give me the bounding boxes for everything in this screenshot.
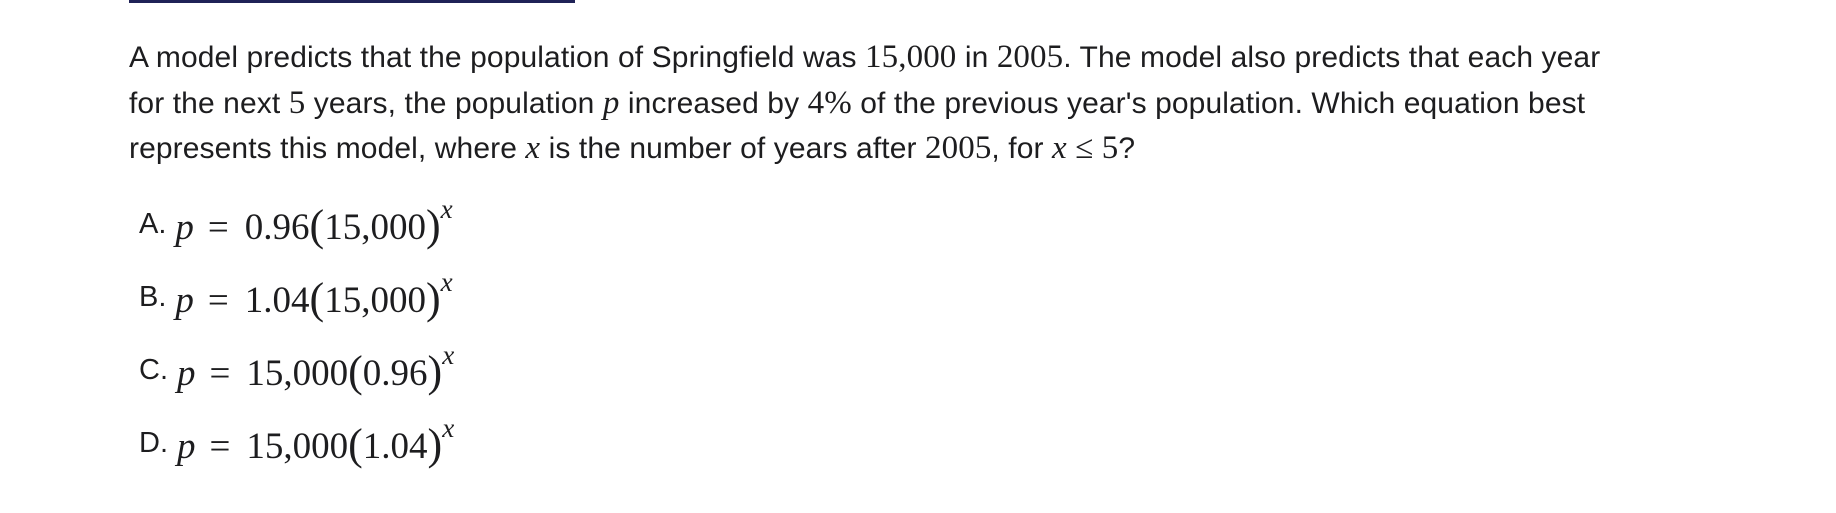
formula-base: 15,000 bbox=[324, 280, 426, 321]
math-operator: ≤ bbox=[1066, 130, 1102, 166]
formula-exponent: x bbox=[442, 339, 455, 370]
formula-equals: = bbox=[207, 280, 229, 321]
formula-equals: = bbox=[209, 353, 231, 394]
formula-equals: = bbox=[209, 426, 231, 467]
answer-choice-a[interactable]: A. p = 0.96(15,000)x bbox=[139, 188, 454, 261]
math-value: 5 bbox=[1101, 130, 1119, 166]
math-variable: x bbox=[1052, 130, 1067, 166]
formula-exponent: x bbox=[440, 193, 453, 224]
question-text: . The model also predicts that each year bbox=[1063, 41, 1601, 74]
answer-choice-c[interactable]: C. p = 15,000(0.96)x bbox=[139, 334, 454, 407]
choice-letter: A. bbox=[139, 208, 167, 240]
choice-letter: C. bbox=[139, 354, 168, 386]
formula-paren: ) bbox=[425, 274, 441, 323]
formula-paren: ( bbox=[309, 201, 325, 250]
question-text: ? bbox=[1118, 132, 1136, 165]
question-text: increased by bbox=[619, 86, 808, 120]
formula-base: 0.96 bbox=[362, 353, 428, 394]
math-value: 5 bbox=[288, 84, 306, 121]
question-stem: A model predicts that the population of … bbox=[129, 35, 1729, 172]
formula-paren: ( bbox=[348, 420, 363, 469]
math-value: 2005 bbox=[996, 39, 1064, 75]
formula-base: 1.04 bbox=[362, 426, 428, 467]
choice-letter: D. bbox=[139, 427, 168, 459]
question-text: is the number of years after bbox=[540, 132, 926, 165]
formula-paren: ) bbox=[427, 420, 443, 469]
choice-formula: p = 0.96(15,000)x bbox=[175, 194, 452, 250]
question-line-1: A model predicts that the population of … bbox=[129, 35, 1729, 81]
formula-variable: p bbox=[175, 280, 194, 321]
choice-formula: p = 1.04(15,000)x bbox=[175, 267, 452, 323]
answer-choices: A. p = 0.96(15,000)x B. p = 1.04(15,000)x C.… bbox=[139, 188, 454, 480]
answer-choice-d[interactable]: D. p = 15,000(1.04)x bbox=[139, 407, 454, 480]
formula-paren: ( bbox=[309, 274, 325, 323]
choice-formula: p = 15,000(1.04)x bbox=[177, 413, 454, 469]
formula-coefficient: 15,000 bbox=[246, 353, 349, 394]
formula-base: 15,000 bbox=[324, 207, 426, 248]
formula-variable: p bbox=[177, 353, 196, 394]
choice-letter: B. bbox=[139, 281, 167, 313]
question-line-2: for the next 5 years, the population p i… bbox=[129, 81, 1729, 127]
math-value: 2005 bbox=[925, 130, 992, 166]
question-text: represents this model, where bbox=[129, 132, 526, 165]
formula-exponent: x bbox=[442, 412, 455, 443]
question-text: A model predicts that the population of … bbox=[129, 41, 866, 74]
question-text: for the next bbox=[129, 86, 289, 120]
formula-variable: p bbox=[175, 207, 194, 248]
math-variable: x bbox=[525, 130, 541, 166]
formula-paren: ( bbox=[348, 347, 363, 396]
choice-formula: p = 15,000(0.96)x bbox=[177, 340, 454, 396]
top-divider bbox=[129, 0, 575, 3]
math-value: 4% bbox=[807, 84, 852, 121]
formula-paren: ) bbox=[427, 347, 443, 396]
question-line-3: represents this model, where x is the nu… bbox=[129, 126, 1729, 172]
formula-coefficient: 1.04 bbox=[244, 280, 310, 321]
formula-coefficient: 0.96 bbox=[244, 207, 310, 248]
question-text: , for bbox=[991, 132, 1053, 165]
math-value: 15,000 bbox=[865, 39, 957, 75]
formula-variable: p bbox=[177, 426, 196, 467]
answer-choice-b[interactable]: B. p = 1.04(15,000)x bbox=[139, 261, 454, 334]
formula-coefficient: 15,000 bbox=[246, 426, 349, 467]
formula-equals: = bbox=[207, 207, 229, 248]
question-text: years, the population bbox=[305, 86, 603, 120]
question-text: of the previous year's population. Which… bbox=[851, 86, 1586, 120]
formula-exponent: x bbox=[440, 266, 453, 297]
question-text: in bbox=[956, 41, 997, 74]
formula-paren: ) bbox=[425, 201, 441, 250]
math-variable: p bbox=[602, 84, 620, 121]
